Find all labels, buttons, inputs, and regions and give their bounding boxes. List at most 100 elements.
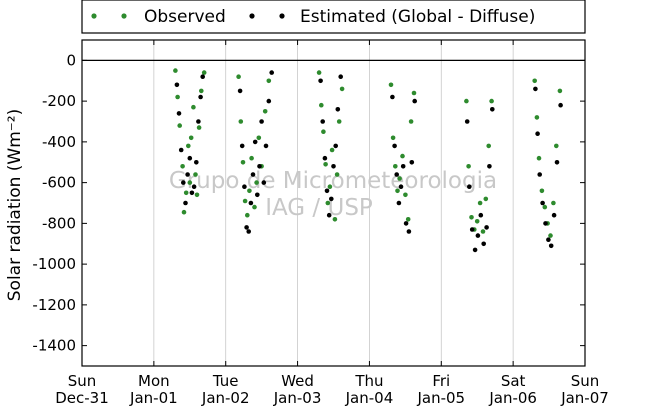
data-point (200, 74, 205, 79)
data-point (396, 200, 402, 206)
data-point (321, 129, 326, 134)
data-point (266, 98, 272, 104)
x-tick-label-day: Mon (138, 372, 170, 390)
data-point (475, 233, 481, 238)
data-point (196, 119, 201, 124)
data-point (464, 119, 470, 124)
plot-frame (81, 39, 586, 367)
data-point (318, 78, 323, 84)
data-point (247, 188, 252, 194)
data-point (466, 164, 471, 169)
data-point (412, 98, 418, 104)
data-point (393, 164, 398, 169)
data-point (333, 143, 339, 149)
data-point (196, 125, 202, 130)
y-tick-label: -800 (42, 214, 76, 232)
legend-frame (81, 0, 586, 34)
data-point (484, 225, 489, 230)
data-point (245, 212, 250, 218)
data-point (483, 196, 489, 202)
data-point (326, 212, 332, 218)
data-point (390, 135, 396, 141)
data-point (403, 192, 408, 198)
data-point (411, 90, 417, 96)
data-point (394, 172, 400, 177)
data-point (257, 164, 262, 169)
x-tick-label-day: Sat (501, 372, 526, 390)
data-point (252, 204, 257, 210)
x-tick-label-date: Jan-03 (273, 389, 322, 407)
data-point (177, 123, 182, 128)
data-point (180, 164, 185, 169)
data-point (533, 86, 538, 92)
data-point (339, 86, 345, 92)
data-point (174, 82, 180, 88)
data-point (408, 119, 414, 124)
data-point (403, 221, 409, 226)
data-point (244, 225, 249, 230)
data-point (409, 160, 415, 165)
data-point (542, 204, 548, 210)
data-point (252, 139, 258, 145)
data-point (185, 172, 190, 177)
data-point (254, 192, 260, 198)
x-tick-label-date: Jan-05 (416, 389, 465, 407)
data-point (395, 188, 400, 194)
data-point (554, 143, 559, 149)
data-point (474, 219, 480, 224)
data-point (316, 70, 322, 75)
plot-area (82, 40, 585, 366)
y-tick-label: -200 (42, 92, 76, 110)
data-point (548, 233, 553, 238)
data-point (181, 209, 187, 215)
data-point (558, 102, 563, 108)
data-point (486, 143, 492, 149)
data-point (181, 180, 186, 185)
data-point (535, 131, 540, 136)
data-point (198, 94, 203, 100)
data-point (325, 200, 331, 206)
series-estimated (174, 70, 563, 253)
data-point (173, 68, 178, 73)
legend-label-observed: Observed (144, 7, 226, 27)
data-point (480, 229, 486, 234)
data-point (467, 184, 472, 189)
x-tick-label-day: Sun (68, 372, 97, 390)
watermark-line-1: Grupo de Micrometeorologia (169, 168, 497, 194)
data-point (189, 190, 195, 196)
data-point (327, 184, 333, 189)
data-point (548, 243, 554, 249)
data-point (390, 94, 395, 100)
series-observed (173, 68, 563, 238)
data-point (236, 74, 241, 79)
x-tick-label-day: Fri (432, 372, 450, 390)
data-point (338, 74, 344, 79)
data-point (489, 98, 494, 104)
data-point (537, 172, 542, 177)
data-point (242, 184, 247, 189)
data-point (240, 160, 246, 165)
legend: Observed Estimated (Global - Diffuse) (81, 0, 586, 34)
y-tick-label: -1200 (32, 296, 76, 314)
data-point (319, 102, 324, 108)
data-point (263, 143, 269, 149)
legend-marker-observed (121, 13, 127, 19)
x-tick-label-date: Jan-02 (201, 389, 250, 407)
data-point (191, 104, 196, 110)
data-point (329, 196, 334, 202)
y-tick-label: -600 (42, 174, 76, 192)
x-tick-label-day: Wed (281, 372, 314, 390)
data-point (397, 176, 402, 181)
data-point (398, 184, 404, 189)
data-point (187, 180, 193, 185)
x-tick-label-day: Tue (212, 372, 239, 390)
data-point (334, 172, 340, 177)
data-point (250, 172, 256, 177)
data-point (246, 229, 251, 234)
data-point (481, 241, 487, 247)
data-point (388, 82, 394, 88)
data-point (256, 135, 262, 141)
data-point (543, 221, 548, 226)
data-point (400, 164, 406, 169)
data-point (242, 198, 248, 204)
